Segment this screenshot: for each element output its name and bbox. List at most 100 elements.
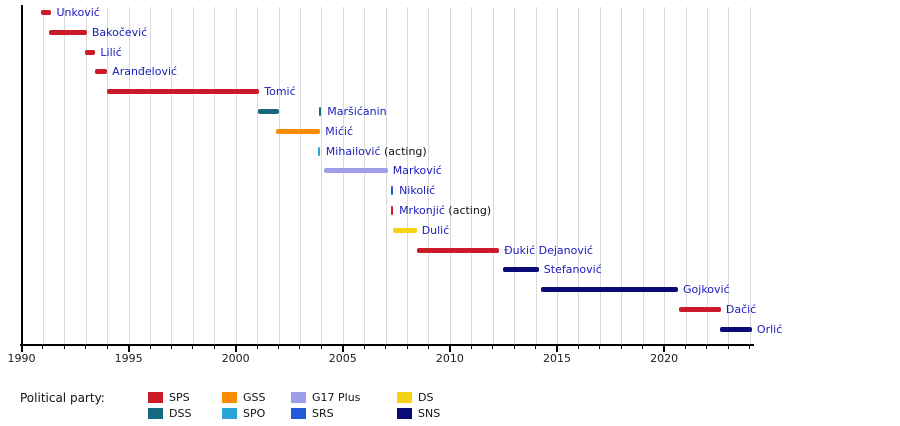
- row-label-mrkonji: Mrkonjić (acting): [399, 204, 491, 217]
- row-label-orli: Orlić: [757, 323, 782, 336]
- bar-bako-evi[interactable]: [49, 29, 87, 35]
- gridline-2024: [749, 7, 751, 344]
- gridline-2001: [257, 7, 259, 344]
- bar-orli[interactable]: [719, 326, 752, 332]
- legend-label-srs: SRS: [312, 407, 334, 420]
- row-label-uki-dejanovi: Đukić Dejanović: [504, 244, 593, 257]
- legend-swatch-sns: [397, 408, 412, 419]
- person-link-mrkonji[interactable]: Mrkonjić: [399, 204, 445, 217]
- gridline-2000: [235, 7, 237, 344]
- row-label-bako-evi: Bakočević: [92, 26, 147, 39]
- bar-duli[interactable]: [393, 227, 417, 233]
- minor-tick-1997: [170, 346, 172, 349]
- gridline-2022: [706, 7, 708, 344]
- minor-tick-1992: [63, 346, 65, 349]
- major-tick-2010: [448, 346, 451, 352]
- legend-swatch-spo: [222, 408, 237, 419]
- row-label-lili: Lilić: [100, 46, 121, 59]
- term-mark-mihailovi: [317, 146, 320, 156]
- person-link-lili[interactable]: Lilić: [100, 45, 122, 59]
- person-link-gojkovi[interactable]: Gojković: [683, 283, 730, 297]
- legend-swatch-ds: [397, 392, 412, 403]
- bar-tomi[interactable]: [107, 89, 260, 95]
- axis-year-label: 2015: [543, 352, 571, 365]
- legend-title: Political party:: [20, 391, 105, 405]
- bar-markovi[interactable]: [323, 168, 388, 174]
- gridline-2011: [471, 7, 473, 344]
- row-label-aran-elovi: Aranđelović: [112, 65, 177, 78]
- person-link-markovi[interactable]: Marković: [392, 164, 442, 178]
- minor-tick-1996: [149, 346, 151, 349]
- minor-tick-2016: [577, 346, 579, 349]
- gridline-2013: [514, 7, 516, 344]
- legend-label-g17-plus: G17 Plus: [312, 391, 361, 404]
- gridline-2012: [492, 7, 494, 344]
- row-label-nikoli: Nikolić: [399, 184, 435, 197]
- major-tick-1995: [127, 346, 130, 352]
- term-mark-mar-i-anin: [319, 107, 322, 116]
- gridline-2015: [557, 7, 558, 344]
- minor-tick-2009: [427, 346, 429, 349]
- person-link-da-i[interactable]: Dačić: [725, 303, 757, 316]
- gridline-2008: [407, 7, 409, 344]
- person-link-mi-i[interactable]: Mićić: [325, 124, 353, 138]
- minor-tick-2002: [278, 346, 280, 349]
- minor-tick-1998: [192, 346, 194, 349]
- gridline-1998: [192, 7, 194, 344]
- legend-label-sns: SNS: [418, 407, 441, 420]
- legend-label-spo: SPO: [243, 407, 266, 420]
- gridline-1992: [64, 7, 66, 344]
- gridline-2007: [385, 7, 387, 344]
- person-link-uki-dejanovi[interactable]: Đukić Dejanović: [504, 243, 593, 257]
- y-axis-line: [20, 5, 23, 345]
- row-label-da-i: Dačić: [726, 303, 756, 316]
- bar-mi-i[interactable]: [276, 128, 321, 134]
- legend-label-ds: DS: [418, 391, 434, 404]
- person-link-aran-elovi[interactable]: Aranđelović: [112, 65, 178, 79]
- minor-tick-2007: [385, 346, 387, 349]
- bar-lili[interactable]: [84, 49, 96, 55]
- row-label-tomi: Tomić: [264, 85, 295, 98]
- person-link-bako-evi[interactable]: Bakočević: [91, 25, 148, 39]
- bar-gojkovi[interactable]: [540, 287, 678, 293]
- x-axis-line: [20, 344, 754, 346]
- bar-stefanovi[interactable]: [503, 267, 539, 273]
- person-link-duli[interactable]: Dulić: [421, 223, 450, 237]
- minor-tick-2001: [256, 346, 258, 349]
- bar-mar-i-anin[interactable]: [258, 109, 279, 114]
- person-link-orli[interactable]: Orlić: [756, 322, 783, 336]
- person-link-nikoli[interactable]: Nikolić: [399, 184, 436, 198]
- gridline-2016: [578, 7, 580, 344]
- gridline-2021: [685, 7, 687, 344]
- row-label-mar-i-anin: Maršićanin: [327, 105, 386, 118]
- person-link-mar-i-anin[interactable]: Maršićanin: [327, 105, 387, 118]
- legend-swatch-srs: [291, 408, 306, 419]
- minor-tick-2018: [620, 346, 622, 349]
- major-tick-2020: [663, 346, 666, 352]
- gridline-2006: [364, 7, 366, 344]
- person-link-tomi[interactable]: Tomić: [264, 85, 296, 99]
- gridline-2009: [428, 7, 430, 344]
- bar-da-i[interactable]: [679, 307, 721, 312]
- gridline-2005: [342, 7, 344, 344]
- minor-tick-1991: [42, 346, 44, 349]
- minor-tick-2013: [513, 346, 515, 349]
- gridline-1999: [214, 7, 216, 344]
- bar-uki-dejanovi[interactable]: [416, 247, 500, 253]
- axis-year-label: 1995: [114, 352, 143, 365]
- minor-tick-2017: [599, 346, 601, 349]
- bar-aran-elovi[interactable]: [95, 69, 108, 75]
- person-link-unkovi[interactable]: Unković: [56, 6, 100, 19]
- term-mark-nikoli: [391, 186, 394, 196]
- gridline-1997: [171, 7, 173, 344]
- minor-tick-1999: [213, 346, 215, 349]
- axis-year-label: 2000: [221, 352, 250, 365]
- person-link-stefanovi[interactable]: Stefanović: [543, 263, 602, 277]
- legend-label-dss: DSS: [169, 407, 192, 420]
- person-link-mihailovi[interactable]: Mihailović: [325, 144, 381, 158]
- bar-unkovi[interactable]: [40, 10, 52, 15]
- gridline-2010: [449, 7, 451, 344]
- acting-note: (acting): [444, 204, 492, 217]
- axis-year-label: 1990: [7, 352, 36, 365]
